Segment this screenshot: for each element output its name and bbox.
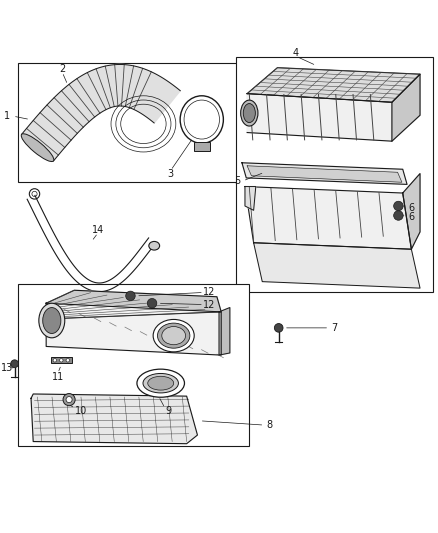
Text: 11: 11 (52, 372, 64, 382)
Circle shape (394, 211, 403, 220)
Ellipse shape (148, 376, 174, 390)
Ellipse shape (149, 241, 159, 250)
Polygon shape (46, 290, 221, 318)
Circle shape (147, 298, 157, 308)
Text: 3: 3 (168, 168, 174, 179)
Polygon shape (403, 174, 420, 249)
Polygon shape (392, 74, 420, 141)
Ellipse shape (137, 369, 184, 397)
Text: 12: 12 (203, 300, 215, 310)
Bar (18, 284, 249, 446)
Bar (18, 63, 251, 182)
Circle shape (11, 360, 18, 368)
Ellipse shape (153, 319, 194, 352)
Circle shape (274, 324, 283, 332)
Text: 8: 8 (267, 420, 273, 430)
Bar (50, 357, 72, 364)
Circle shape (53, 359, 57, 362)
Polygon shape (31, 394, 198, 443)
Circle shape (126, 291, 135, 301)
Ellipse shape (21, 134, 54, 161)
Polygon shape (245, 187, 411, 249)
Ellipse shape (162, 327, 186, 345)
Polygon shape (245, 187, 256, 211)
Text: 1: 1 (4, 111, 11, 121)
Text: 2: 2 (59, 64, 65, 74)
Polygon shape (247, 68, 420, 102)
Ellipse shape (158, 323, 190, 348)
Text: 6: 6 (408, 212, 414, 222)
Polygon shape (242, 163, 407, 184)
Ellipse shape (240, 100, 258, 126)
Text: 4: 4 (293, 49, 299, 59)
Text: 14: 14 (92, 225, 104, 235)
Text: 9: 9 (166, 406, 172, 416)
Circle shape (60, 359, 63, 362)
Circle shape (394, 201, 403, 211)
Polygon shape (254, 243, 420, 288)
Polygon shape (219, 308, 230, 355)
Polygon shape (247, 94, 392, 141)
Text: 12: 12 (203, 287, 215, 297)
Ellipse shape (243, 103, 255, 123)
Polygon shape (21, 64, 180, 161)
Bar (194, 142, 209, 151)
Text: 7: 7 (331, 323, 338, 333)
Circle shape (66, 397, 72, 402)
Bar (237, 57, 433, 293)
Text: 10: 10 (74, 406, 87, 416)
Text: 5: 5 (234, 176, 241, 186)
Ellipse shape (43, 308, 61, 334)
Circle shape (66, 359, 70, 362)
Text: 13: 13 (1, 363, 14, 373)
Ellipse shape (39, 303, 65, 338)
Polygon shape (247, 166, 402, 182)
Ellipse shape (143, 374, 178, 393)
Polygon shape (46, 303, 221, 355)
Circle shape (63, 393, 75, 406)
Text: 6: 6 (408, 203, 414, 213)
